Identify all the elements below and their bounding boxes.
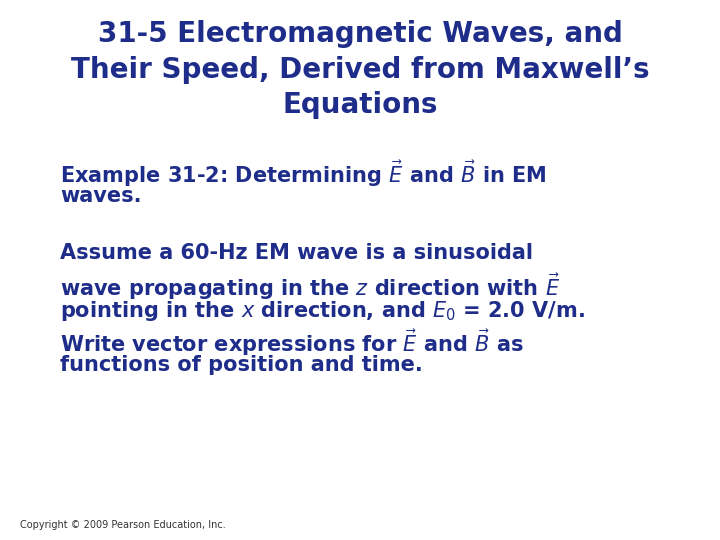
Text: wave propagating in the $z$ direction with $\vec{E}$: wave propagating in the $z$ direction wi… — [60, 271, 560, 302]
Text: waves.: waves. — [60, 186, 142, 206]
Text: Assume a 60-Hz EM wave is a sinusoidal: Assume a 60-Hz EM wave is a sinusoidal — [60, 243, 533, 263]
Text: Copyright © 2009 Pearson Education, Inc.: Copyright © 2009 Pearson Education, Inc. — [20, 520, 226, 530]
Text: Write vector expressions for $\vec{E}$ and $\vec{B}$ as: Write vector expressions for $\vec{E}$ a… — [60, 327, 523, 358]
Text: functions of position and time.: functions of position and time. — [60, 355, 423, 375]
Text: pointing in the $x$ direction, and $E_0$ = 2.0 V/m.: pointing in the $x$ direction, and $E_0$… — [60, 299, 585, 323]
Text: Example 31-2: Determining $\vec{E}$ and $\vec{B}$ in EM: Example 31-2: Determining $\vec{E}$ and … — [60, 158, 546, 189]
Text: 31-5 Electromagnetic Waves, and
Their Speed, Derived from Maxwell’s
Equations: 31-5 Electromagnetic Waves, and Their Sp… — [71, 20, 649, 119]
